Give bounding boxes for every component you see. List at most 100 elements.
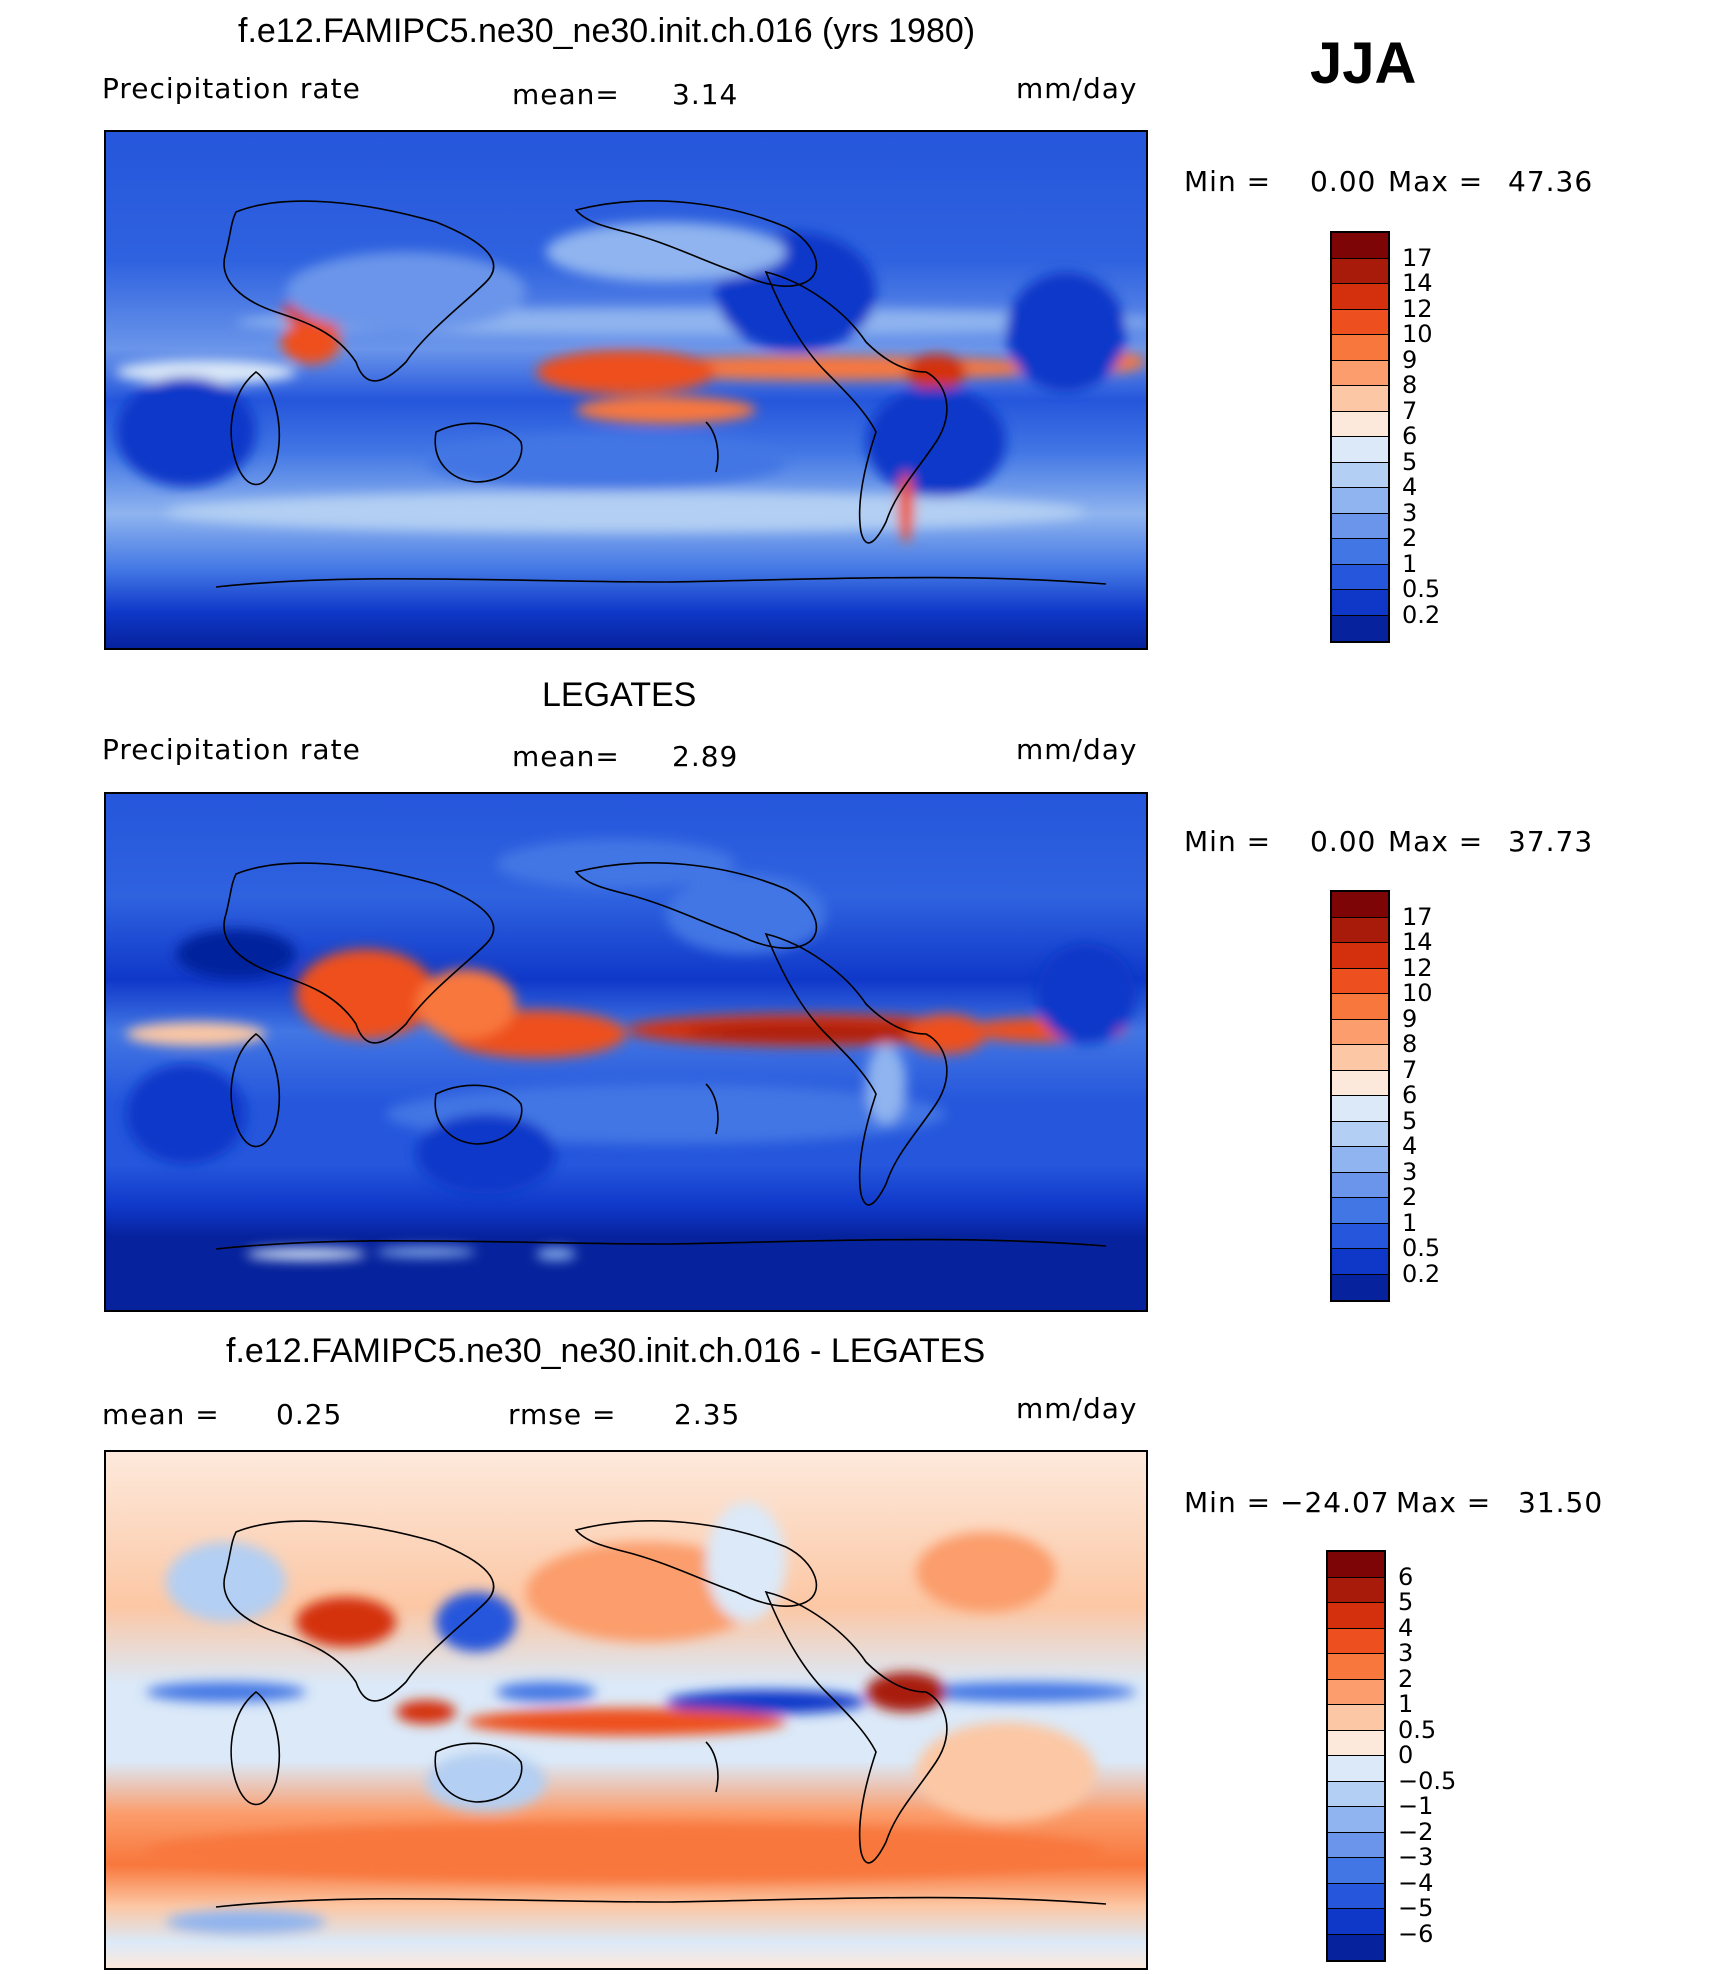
panel1-max-value: 47.36 <box>1508 165 1594 198</box>
colorbar-box <box>1328 1756 1384 1782</box>
colorbar-box <box>1332 1198 1388 1224</box>
panel3-rmse-value: 2.35 <box>674 1398 741 1431</box>
colorbar-tick-label: 5 <box>1402 1106 1418 1135</box>
colorbar-box <box>1328 1934 1384 1960</box>
panel1-colorbar <box>1330 231 1390 643</box>
colorbar-box <box>1328 1832 1384 1858</box>
colorbar-tick-label: 2 <box>1402 524 1418 552</box>
colorbar-tick-label: 1 <box>1398 1690 1414 1718</box>
colorbar-tick-label: 9 <box>1402 345 1418 374</box>
colorbar-box <box>1332 917 1388 943</box>
colorbar-box <box>1328 1679 1384 1705</box>
colorbar-tick-label: 1 <box>1402 549 1418 578</box>
colorbar-box <box>1328 1628 1384 1654</box>
panel3-min-value: −24.07 <box>1280 1486 1390 1519</box>
colorbar-box <box>1328 1577 1384 1603</box>
panel2-title: LEGATES <box>542 676 697 714</box>
colorbar-box <box>1328 1552 1384 1578</box>
colorbar-tick-label: 6 <box>1402 1081 1418 1109</box>
panel2-min-value: 0.00 <box>1310 825 1377 858</box>
colorbar-tick-label: 8 <box>1402 371 1418 399</box>
colorbar-box <box>1332 564 1388 590</box>
panel3-rmse-label: rmse = <box>508 1398 617 1431</box>
colorbar-box <box>1328 1603 1384 1629</box>
season-label: JJA <box>1310 31 1417 96</box>
panel3-max-value: 31.50 <box>1518 1486 1604 1519</box>
panel1-variable-label: Precipitation rate <box>102 72 361 105</box>
colorbar-tick-label: −6 <box>1398 1919 1434 1948</box>
colorbar-box <box>1332 488 1388 514</box>
panel1-max-label: Max = <box>1388 165 1484 198</box>
colorbar-tick-label: 7 <box>1402 396 1418 425</box>
colorbar-tick-label: 4 <box>1402 1132 1418 1160</box>
panel1-title: f.e12.FAMIPC5.ne30_ne30.init.ch.016 (yrs… <box>238 12 976 50</box>
panel3-colorbar <box>1326 1550 1386 1962</box>
colorbar-box <box>1332 1121 1388 1147</box>
colorbar-tick-label: 3 <box>1402 1157 1418 1186</box>
colorbar-tick-label: 0.5 <box>1398 1715 1437 1744</box>
colorbar-box <box>1332 411 1388 437</box>
panel1-units-label: mm/day <box>1016 72 1138 105</box>
colorbar-box <box>1328 1705 1384 1731</box>
panel3-mean-label: mean = <box>102 1398 220 1431</box>
colorbar-tick-label: 0.2 <box>1402 1259 1441 1288</box>
panel3-min-label: Min = <box>1184 1486 1272 1519</box>
colorbar-box <box>1332 1147 1388 1173</box>
colorbar-tick-label: −1 <box>1398 1792 1434 1820</box>
colorbar-tick-label: −0.5 <box>1398 1766 1457 1795</box>
colorbar-tick-label: 8 <box>1402 1030 1418 1058</box>
colorbar-box <box>1332 233 1388 259</box>
panel2-max-value: 37.73 <box>1508 825 1594 858</box>
colorbar-tick-label: 12 <box>1402 294 1433 323</box>
colorbar-tick-label: 10 <box>1402 320 1433 348</box>
panel3-units-label: mm/day <box>1016 1392 1138 1425</box>
colorbar-box <box>1328 1883 1384 1909</box>
colorbar-tick-label: 4 <box>1398 1613 1414 1642</box>
colorbar-box <box>1332 1070 1388 1096</box>
colorbar-box <box>1332 1172 1388 1198</box>
colorbar-box <box>1332 943 1388 969</box>
colorbar-tick-label: −2 <box>1398 1817 1434 1846</box>
colorbar-tick-label: 4 <box>1402 473 1418 501</box>
colorbar-box <box>1332 1096 1388 1122</box>
colorbar-box <box>1328 1654 1384 1680</box>
colorbar-box <box>1332 590 1388 616</box>
colorbar-tick-label: 10 <box>1402 979 1433 1007</box>
colorbar-box <box>1332 1019 1388 1045</box>
panel2-max-label: Max = <box>1388 825 1484 858</box>
colorbar-box <box>1332 968 1388 994</box>
panel2-colorbar <box>1330 890 1390 1302</box>
colorbar-tick-label: 3 <box>1402 498 1418 527</box>
panel3-mean-value: 0.25 <box>276 1398 343 1431</box>
colorbar-tick-label: 17 <box>1402 243 1433 272</box>
colorbar-box <box>1332 1274 1388 1300</box>
panel1-map-field <box>106 132 1146 648</box>
colorbar-box <box>1332 386 1388 412</box>
colorbar-tick-label: 7 <box>1402 1055 1418 1084</box>
colorbar-tick-label: 0.5 <box>1402 575 1441 603</box>
panel3-title: f.e12.FAMIPC5.ne30_ne30.init.ch.016 - LE… <box>226 1332 986 1370</box>
colorbar-box <box>1332 994 1388 1020</box>
panel2-map-field <box>106 794 1146 1310</box>
panel1-mean-label: mean= <box>512 78 620 111</box>
panel1-min-label: Min = <box>1184 165 1272 198</box>
colorbar-tick-label: 1 <box>1402 1208 1418 1237</box>
colorbar-box <box>1332 462 1388 488</box>
colorbar-tick-label: 14 <box>1402 269 1433 297</box>
colorbar-box <box>1332 309 1388 335</box>
colorbar-tick-label: 14 <box>1402 928 1433 956</box>
colorbar-tick-label: −4 <box>1398 1868 1434 1897</box>
panel3-max-label: Max = <box>1396 1486 1492 1519</box>
panel3-map-field <box>106 1452 1146 1968</box>
colorbar-tick-label: 12 <box>1402 953 1433 982</box>
colorbar-box <box>1332 1045 1388 1071</box>
panel1-map <box>104 130 1148 650</box>
colorbar-box <box>1332 284 1388 310</box>
panel2-map <box>104 792 1148 1312</box>
panel2-mean-value: 2.89 <box>672 740 739 773</box>
panel1-mean-value: 3.14 <box>672 78 739 111</box>
colorbar-tick-label: −3 <box>1398 1843 1434 1871</box>
colorbar-box <box>1328 1909 1384 1935</box>
colorbar-tick-label: 5 <box>1402 447 1418 476</box>
colorbar-box <box>1332 513 1388 539</box>
